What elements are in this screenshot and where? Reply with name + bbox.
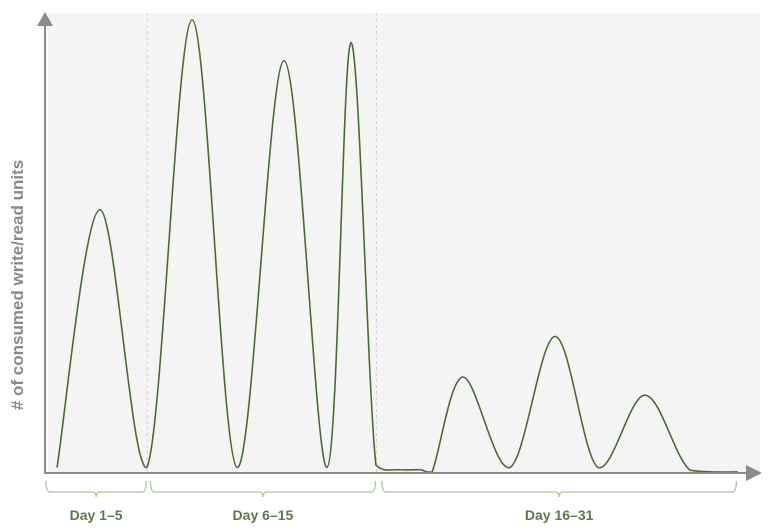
x-axis-arrow-icon [746, 465, 762, 481]
y-axis-label: # of consumed write/read units [8, 160, 27, 410]
period-label: Day 6–15 [233, 507, 294, 523]
period-bracket [381, 480, 737, 498]
plot-background [48, 13, 760, 472]
period-bracket [149, 480, 377, 498]
period-label: Day 1–5 [70, 507, 123, 523]
period-label: Day 16–31 [525, 507, 594, 523]
y-axis-arrow-icon [37, 12, 53, 26]
period-bracket [45, 480, 147, 498]
series-line [56, 19, 739, 474]
